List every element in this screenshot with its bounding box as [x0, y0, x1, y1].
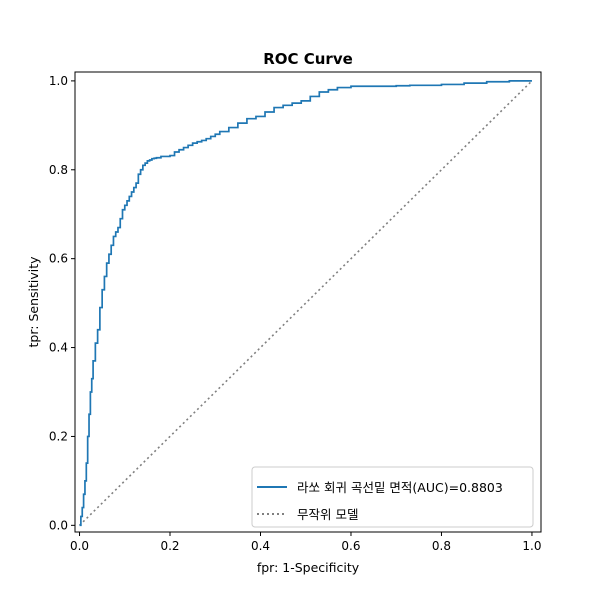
legend-box: [251, 466, 534, 528]
x-tick-label: 0.0: [70, 539, 89, 553]
random-model-line: [78, 80, 533, 526]
x-tick-label: 0.2: [160, 539, 179, 553]
y-axis-ticks: 0.0 0.2 0.4 0.6 0.8 1.0: [49, 74, 75, 532]
y-tick-label: 0.2: [49, 429, 68, 443]
x-tick-label: 0.4: [251, 539, 270, 553]
y-tick-label: 1.0: [49, 74, 68, 88]
y-axis-label: tpr: Sensitivity: [26, 256, 41, 348]
roc-curve-line: [79, 80, 532, 527]
x-tick-label: 0.8: [432, 539, 451, 553]
x-axis-label: fpr: 1-Specificity: [257, 560, 360, 575]
y-tick-label: 0.6: [49, 252, 68, 266]
y-tick-label: 0.4: [49, 341, 68, 355]
x-tick-label: 0.6: [341, 539, 360, 553]
random-model-layer: [78, 80, 533, 526]
x-tick-label: 1.0: [522, 539, 541, 553]
legend: 라쏘 회귀 곡선밑 면적(AUC)=0.8803 무작위 모델: [251, 466, 534, 528]
y-tick-label: 0.0: [49, 518, 68, 532]
plot-frame: [74, 71, 542, 533]
roc-curve-layer: [79, 80, 532, 527]
legend-label-lasso: 라쏘 회귀 곡선밑 면적(AUC)=0.8803: [297, 480, 503, 495]
y-tick-label: 0.8: [49, 163, 68, 177]
legend-label-random: 무작위 모델: [297, 507, 358, 522]
x-axis-ticks: 0.0 0.2 0.4 0.6 0.8 1.0: [70, 532, 541, 553]
chart-title: ROC Curve: [263, 50, 353, 68]
